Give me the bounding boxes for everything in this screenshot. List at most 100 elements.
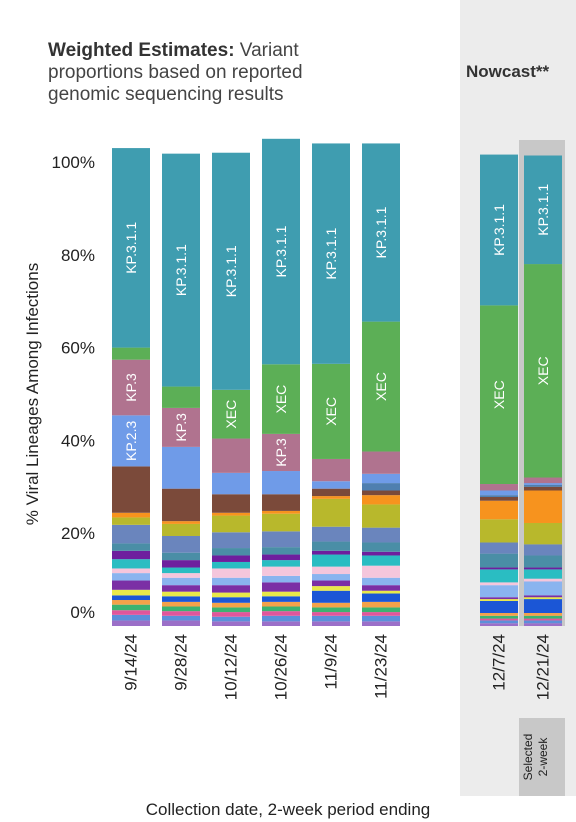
bar-segment xyxy=(480,618,518,621)
bar-segment xyxy=(262,601,300,607)
bar-data-label: KP.3.1.1 xyxy=(323,227,339,279)
selected-week-label: Selected xyxy=(521,734,535,781)
bar-segment xyxy=(162,577,200,586)
bar-data-label: XEC xyxy=(373,372,389,401)
bar-segment xyxy=(162,153,200,387)
bar-segment xyxy=(312,615,350,622)
bar-segment xyxy=(362,615,400,622)
bar-segment xyxy=(480,623,518,626)
x-tick-label: 10/12/24 xyxy=(222,634,241,700)
bar-segment xyxy=(112,610,150,615)
bar-segment xyxy=(112,524,150,544)
bar-segment xyxy=(362,612,400,616)
bar-data-label: XEC xyxy=(491,380,507,409)
y-tick-label: 60% xyxy=(61,339,95,358)
bar-segment xyxy=(524,486,562,491)
bar-segment xyxy=(362,483,400,491)
bar-segment xyxy=(312,574,350,581)
x-tick-label: 9/28/24 xyxy=(172,634,191,691)
bar-segment xyxy=(262,596,300,602)
bar-segment xyxy=(524,567,562,570)
bar-segment xyxy=(312,607,350,613)
x-tick-label: 9/14/24 xyxy=(122,634,141,691)
bar-segment xyxy=(262,138,300,365)
bar-segment xyxy=(162,446,200,489)
bar-segment xyxy=(362,590,400,594)
bar-segment xyxy=(524,490,562,523)
bar-data-label: XEC xyxy=(223,400,239,429)
bar-segment xyxy=(312,566,350,575)
bar-segment xyxy=(212,597,250,603)
bar-segment xyxy=(524,615,562,619)
bar-segment xyxy=(524,569,562,579)
bar-segment xyxy=(212,602,250,608)
bar-segment xyxy=(524,155,562,265)
bar-segment xyxy=(212,592,250,598)
bar-data-label: KP.2.3 xyxy=(123,421,139,461)
bar-segment xyxy=(162,560,200,568)
bar-segment xyxy=(112,543,150,551)
bar-segment xyxy=(362,551,400,556)
bar-segment xyxy=(262,606,300,612)
bar-data-label: XEC xyxy=(273,385,289,414)
bar-segment xyxy=(112,595,150,601)
bar-segment xyxy=(480,497,518,501)
bar-segment xyxy=(362,527,400,543)
bar-segment xyxy=(480,567,518,570)
bar-segment xyxy=(212,438,250,473)
bar-segment xyxy=(262,575,300,583)
bar-segment xyxy=(312,496,350,499)
bar-segment xyxy=(480,585,518,598)
bar-data-label: KP.3.1.1 xyxy=(123,222,139,274)
bar-segment xyxy=(162,407,200,447)
bar-segment xyxy=(112,466,150,513)
bar-segment xyxy=(262,433,300,472)
bar-segment xyxy=(362,621,400,626)
bar-segment xyxy=(480,519,518,543)
bar-segment xyxy=(524,620,562,624)
bar-data-label: KP.3 xyxy=(123,373,139,402)
x-axis-title: Collection date, 2-week period ending xyxy=(145,800,431,819)
x-tick-label: 12/7/24 xyxy=(490,634,509,691)
bar-segment xyxy=(312,541,350,551)
bar-segment xyxy=(362,143,400,322)
bar-segment xyxy=(212,561,250,569)
y-tick-label: 40% xyxy=(61,431,95,450)
bar-segment xyxy=(112,512,150,518)
bar-segment xyxy=(112,415,150,467)
bar-segment xyxy=(312,612,350,616)
bar-segment xyxy=(362,495,400,505)
bar-data-label: KP.3 xyxy=(273,438,289,467)
chart-title-bold: Weighted Estimates: xyxy=(48,40,235,61)
x-tick-label: 11/9/24 xyxy=(322,634,341,689)
bar-data-label: KP.3.1.1 xyxy=(373,206,389,258)
bar-segment xyxy=(262,547,300,555)
bar-segment xyxy=(162,567,200,574)
y-tick-label: 80% xyxy=(61,246,95,265)
x-tick-label: 11/23/24 xyxy=(372,634,391,699)
bar-segment xyxy=(212,494,250,513)
bar-segment xyxy=(524,613,562,616)
bar-segment xyxy=(112,148,150,348)
bar-segment xyxy=(524,555,562,568)
bar-segment xyxy=(212,515,250,533)
bar-segment xyxy=(212,577,250,586)
bar-segment xyxy=(480,154,518,306)
bar-segment xyxy=(480,553,518,568)
bar-segment xyxy=(480,495,518,498)
bar-segment xyxy=(362,607,400,613)
bar-segment xyxy=(480,615,518,619)
bar-segment xyxy=(524,597,562,600)
bar-segment xyxy=(212,152,250,390)
chart-title: Weighted Estimates: Variant proportions … xyxy=(48,40,378,106)
bar-segment xyxy=(480,542,518,554)
bar-segment xyxy=(362,321,400,452)
bar-segment xyxy=(262,566,300,576)
bar-segment xyxy=(362,601,400,608)
bar-segment xyxy=(162,606,200,612)
bar-segment xyxy=(480,600,518,614)
bar-segment xyxy=(162,523,200,536)
bar-segment xyxy=(162,585,200,592)
selected-week-label: 2-week xyxy=(536,737,550,777)
bar-segment xyxy=(480,569,518,583)
